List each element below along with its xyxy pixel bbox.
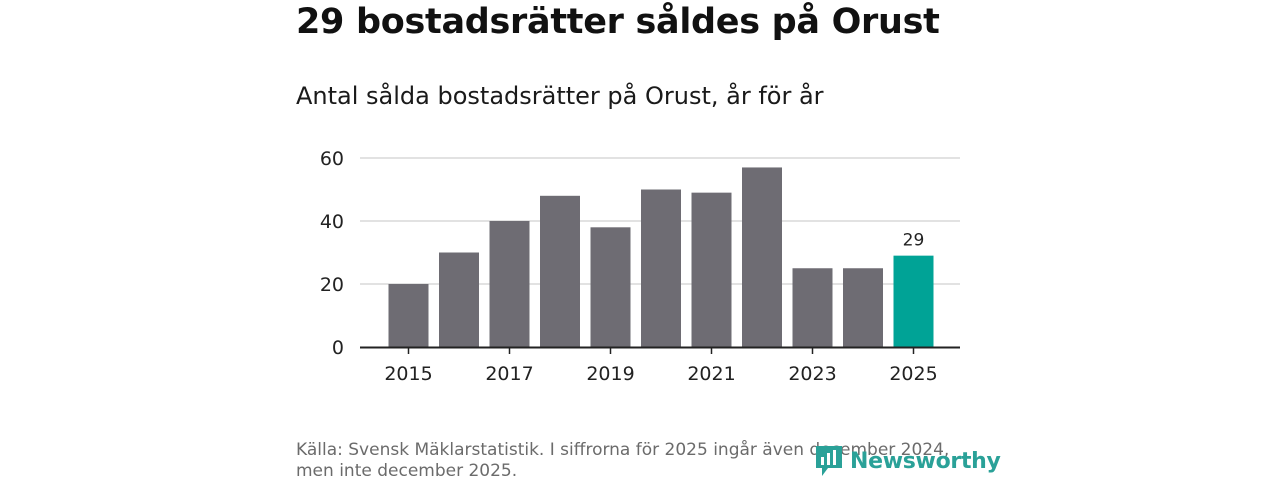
y-tick-label: 40 [320,211,344,233]
bar-2018 [540,195,580,347]
bar-2016 [439,252,479,347]
chart-subtitle: Antal sålda bostadsrätter på Orust, år f… [296,82,824,110]
x-tick-label: 2015 [384,363,432,385]
bar-2025 [893,255,934,347]
x-tick-label: 2019 [586,363,634,385]
x-tick-label: 2017 [485,363,533,385]
bar-2021 [691,192,732,347]
y-axis-ticks: 0 20 40 60 [320,148,344,359]
y-tick-label: 0 [332,337,344,359]
bar-2017 [489,221,530,347]
x-axis-ticks: 2015 2017 2019 2021 2023 2025 [384,347,938,385]
brand-logo: Newsworthy [814,444,1001,478]
y-tick-label: 60 [320,148,344,170]
bar-2023 [792,268,833,347]
x-tick-label: 2021 [687,363,735,385]
bar-2024 [843,268,883,347]
bar-chart: 0 20 40 60 2015 2017 2019 2021 2023 2025 29 [320,148,960,385]
source-note: Källa: Svensk Mäklarstatistik. I siffror… [296,440,950,481]
bars [388,167,934,347]
x-tick-label: 2025 [889,363,937,385]
newsworthy-logo-icon [816,446,842,476]
x-tick-label: 2023 [788,363,836,385]
bar-2019 [590,227,631,347]
y-tick-label: 20 [320,274,344,296]
bar-2015 [388,284,429,347]
brand-name: Newsworthy [850,448,1001,474]
bar-2022 [742,167,782,347]
bar-2020 [641,189,681,347]
data-label-highlight: 29 [903,231,925,251]
page-title: 29 bostadsrätter såldes på Orust [296,2,940,42]
